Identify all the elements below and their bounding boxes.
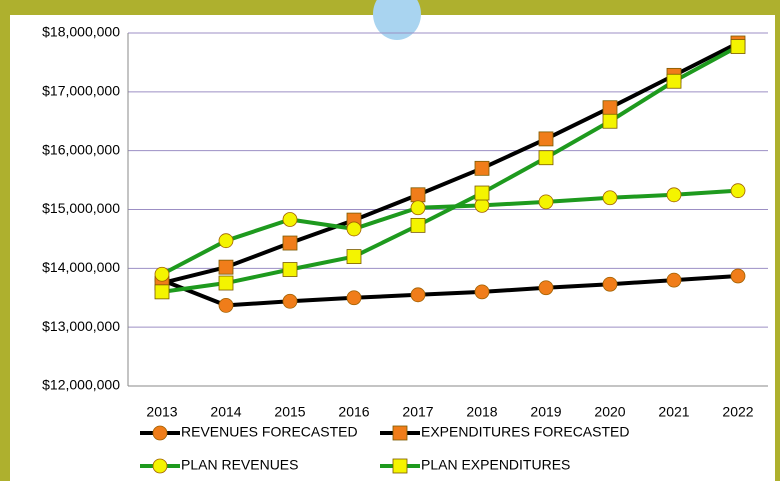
- marker: [731, 40, 745, 54]
- marker: [603, 101, 617, 115]
- marker: [219, 234, 233, 248]
- legend-marker: [393, 426, 407, 440]
- marker: [283, 263, 297, 277]
- x-tick-label: 2021: [658, 404, 689, 420]
- marker: [475, 186, 489, 200]
- marker: [667, 273, 681, 287]
- marker: [731, 184, 745, 198]
- marker: [475, 198, 489, 212]
- marker: [539, 151, 553, 165]
- legend-label: EXPENDITURES FORECASTED: [421, 424, 629, 440]
- marker: [603, 114, 617, 128]
- y-tick-label: $16,000,000: [42, 141, 120, 157]
- page: {"chart_data": {"type": "line", "categor…: [0, 0, 780, 481]
- marker: [283, 294, 297, 308]
- marker: [155, 267, 169, 281]
- x-tick-label: 2017: [402, 404, 433, 420]
- marker: [539, 281, 553, 295]
- x-tick-label: 2019: [530, 404, 561, 420]
- y-tick-label: $12,000,000: [42, 377, 120, 393]
- legend-label: REVENUES FORECASTED: [181, 424, 358, 440]
- chart: $12,000,000 $13,000,000 $14,000,000 $15,000…: [0, 0, 780, 481]
- marker: [603, 277, 617, 291]
- y-tick-label: $15,000,000: [42, 200, 120, 216]
- legend-marker: [393, 459, 407, 473]
- marker: [283, 213, 297, 227]
- y-tick-label: $18,000,000: [42, 24, 120, 40]
- x-tick-label: 2014: [210, 404, 241, 420]
- legend-label: PLAN REVENUES: [181, 457, 298, 473]
- marker: [411, 288, 425, 302]
- marker: [219, 298, 233, 312]
- y-tick-label: $13,000,000: [42, 318, 120, 334]
- marker: [347, 291, 361, 305]
- marker: [347, 222, 361, 236]
- x-tick-label: 2013: [146, 404, 177, 420]
- marker: [539, 195, 553, 209]
- marker: [475, 285, 489, 299]
- y-tick-label: $17,000,000: [42, 83, 120, 99]
- marker: [667, 74, 681, 88]
- marker: [219, 276, 233, 290]
- marker: [155, 285, 169, 299]
- marker: [283, 236, 297, 250]
- y-tick-label: $14,000,000: [42, 259, 120, 275]
- legend-marker: [153, 459, 167, 473]
- marker: [219, 260, 233, 274]
- x-tick-label: 2015: [274, 404, 305, 420]
- marker: [667, 188, 681, 202]
- marker: [539, 132, 553, 146]
- marker: [475, 161, 489, 175]
- legend-marker: [153, 426, 167, 440]
- marker: [603, 191, 617, 205]
- x-tick-label: 2022: [722, 404, 753, 420]
- marker: [411, 201, 425, 215]
- x-tick-label: 2018: [466, 404, 497, 420]
- marker: [411, 218, 425, 232]
- legend-label: PLAN EXPENDITURES: [421, 457, 570, 473]
- marker: [347, 250, 361, 264]
- marker: [411, 188, 425, 202]
- x-tick-label: 2020: [594, 404, 625, 420]
- marker: [731, 269, 745, 283]
- x-tick-label: 2016: [338, 404, 369, 420]
